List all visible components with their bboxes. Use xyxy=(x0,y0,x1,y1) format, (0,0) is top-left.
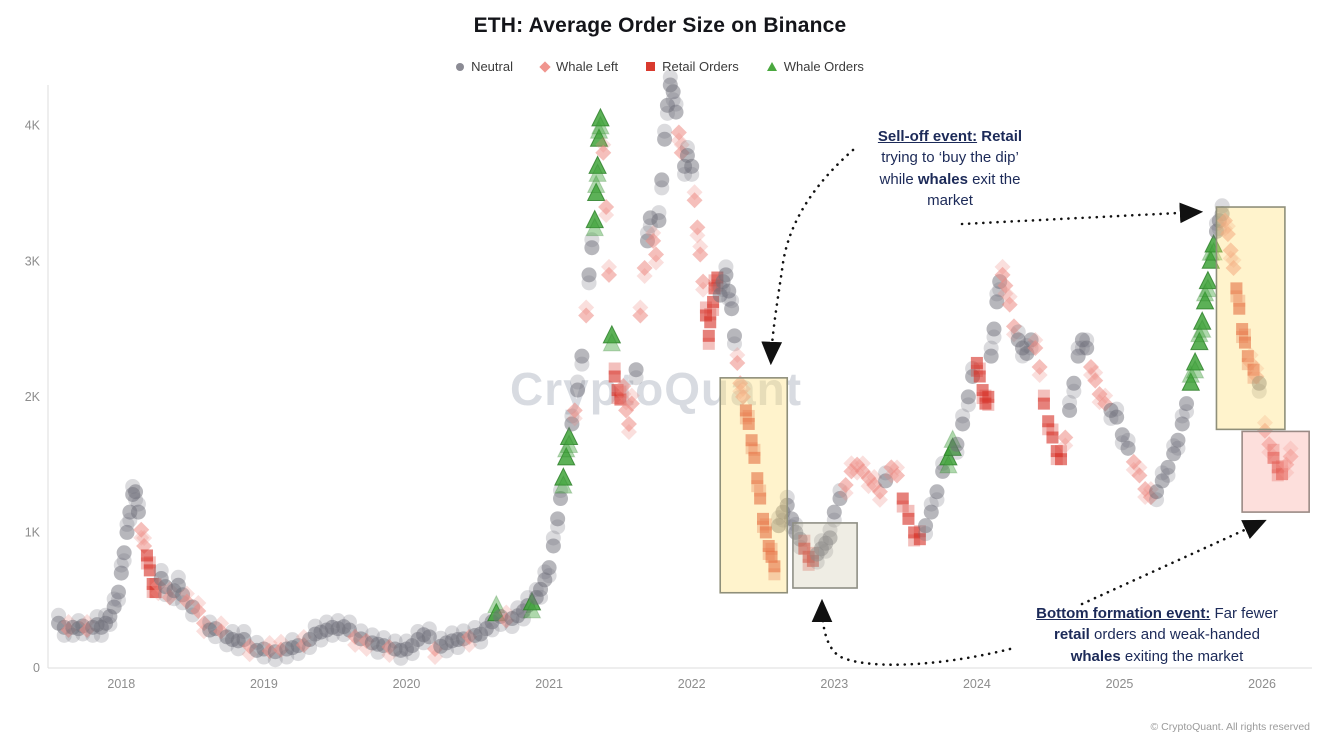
legend-label-retail-orders: Retail Orders xyxy=(662,59,739,74)
annotation-arrow xyxy=(1080,519,1267,606)
x-axis-ticks: 2018 2019 2020 2021 2022 2023 2024 2025 2026 xyxy=(107,677,1276,691)
svg-text:1K: 1K xyxy=(25,525,41,539)
annotation-selloff-whales: whales xyxy=(917,170,968,188)
annotation-selloff-line3-pre: while xyxy=(879,170,918,188)
svg-text:2019: 2019 xyxy=(250,677,278,691)
highlight-boxes xyxy=(719,206,1310,594)
legend-item-whale-left[interactable]: Whale Left xyxy=(539,59,619,74)
annotation-selloff-line3: while whales exit the xyxy=(838,169,1062,190)
annotation-selloff: Sell-off event: Retail trying to ‘buy th… xyxy=(838,126,1062,211)
annotation-bottom-line2: retail orders and weak-handed xyxy=(1000,624,1314,645)
annotation-bottom-line3: whales exiting the market xyxy=(1000,646,1314,667)
retail-orders-square-icon xyxy=(646,62,656,71)
annotation-arrow xyxy=(811,598,1012,666)
svg-text:2K: 2K xyxy=(25,390,41,404)
annotation-selloff-heading: Sell-off event: xyxy=(877,128,978,145)
cryptoquant-watermark: CryptoQuant xyxy=(510,363,803,415)
data-points xyxy=(51,69,1299,668)
chart-legend: Neutral Whale Left Retail Orders Whale O… xyxy=(0,59,1320,74)
highlight-box xyxy=(719,377,789,594)
annotation-bottom-heading: Bottom formation event: xyxy=(1036,605,1211,622)
legend-label-whale-orders: Whale Orders xyxy=(783,59,864,74)
annotation-selloff-line3-post: exit the xyxy=(967,170,1021,188)
chart-title: ETH: Average Order Size on Binance xyxy=(473,14,847,37)
highlight-box xyxy=(1241,430,1310,513)
annotation-selloff-line4: market xyxy=(927,191,973,209)
legend-item-neutral[interactable]: Neutral xyxy=(456,59,513,74)
annotation-arrow xyxy=(761,148,855,366)
annotation-bottom-line1: Bottom formation event: Far fewer xyxy=(1000,603,1314,624)
highlight-box xyxy=(1215,206,1286,431)
whale-left-diamond-icon xyxy=(539,60,551,73)
svg-text:4K: 4K xyxy=(25,119,41,133)
svg-text:3K: 3K xyxy=(25,254,41,268)
annotation-selloff-retail: Retail xyxy=(977,128,1023,145)
annotation-bottom-rest1: Far fewer xyxy=(1210,605,1278,622)
svg-text:2021: 2021 xyxy=(535,677,563,691)
legend-label-neutral: Neutral xyxy=(471,59,513,74)
copyright-text: © CryptoQuant. All rights reserved xyxy=(1150,721,1310,733)
svg-text:2023: 2023 xyxy=(820,677,848,691)
annotation-bottom-rest2: orders and weak-handed xyxy=(1089,626,1260,644)
annotation-bottom-whales: whales xyxy=(1070,647,1121,665)
annotation-arrows xyxy=(761,148,1267,666)
svg-text:2024: 2024 xyxy=(963,677,991,691)
svg-text:2026: 2026 xyxy=(1248,677,1276,691)
svg-text:0: 0 xyxy=(33,661,40,675)
annotation-bottom-retail: retail xyxy=(1054,626,1090,644)
legend-item-whale-orders[interactable]: Whale Orders xyxy=(766,59,864,74)
legend-label-whale-left: Whale Left xyxy=(555,59,619,74)
whale-orders-triangle-icon xyxy=(766,62,777,71)
svg-text:2018: 2018 xyxy=(107,677,135,691)
highlight-box xyxy=(792,522,858,589)
annotation-selloff-line1: Sell-off event: Retail xyxy=(838,126,1062,147)
y-axis-ticks: 0 1K 2K 3K 4K xyxy=(25,119,41,675)
svg-text:2020: 2020 xyxy=(393,677,421,691)
annotation-arrow xyxy=(960,202,1204,226)
svg-text:2025: 2025 xyxy=(1106,677,1134,691)
legend-item-retail-orders[interactable]: Retail Orders xyxy=(646,59,739,74)
annotation-bottom-rest3: exiting the market xyxy=(1120,647,1244,665)
annotation-selloff-line2: trying to ‘buy the dip’ xyxy=(881,149,1019,167)
neutral-circle-icon xyxy=(456,62,465,71)
annotation-bottom-formation: Bottom formation event: Far fewer retail… xyxy=(1000,603,1314,667)
svg-text:2022: 2022 xyxy=(678,677,706,691)
